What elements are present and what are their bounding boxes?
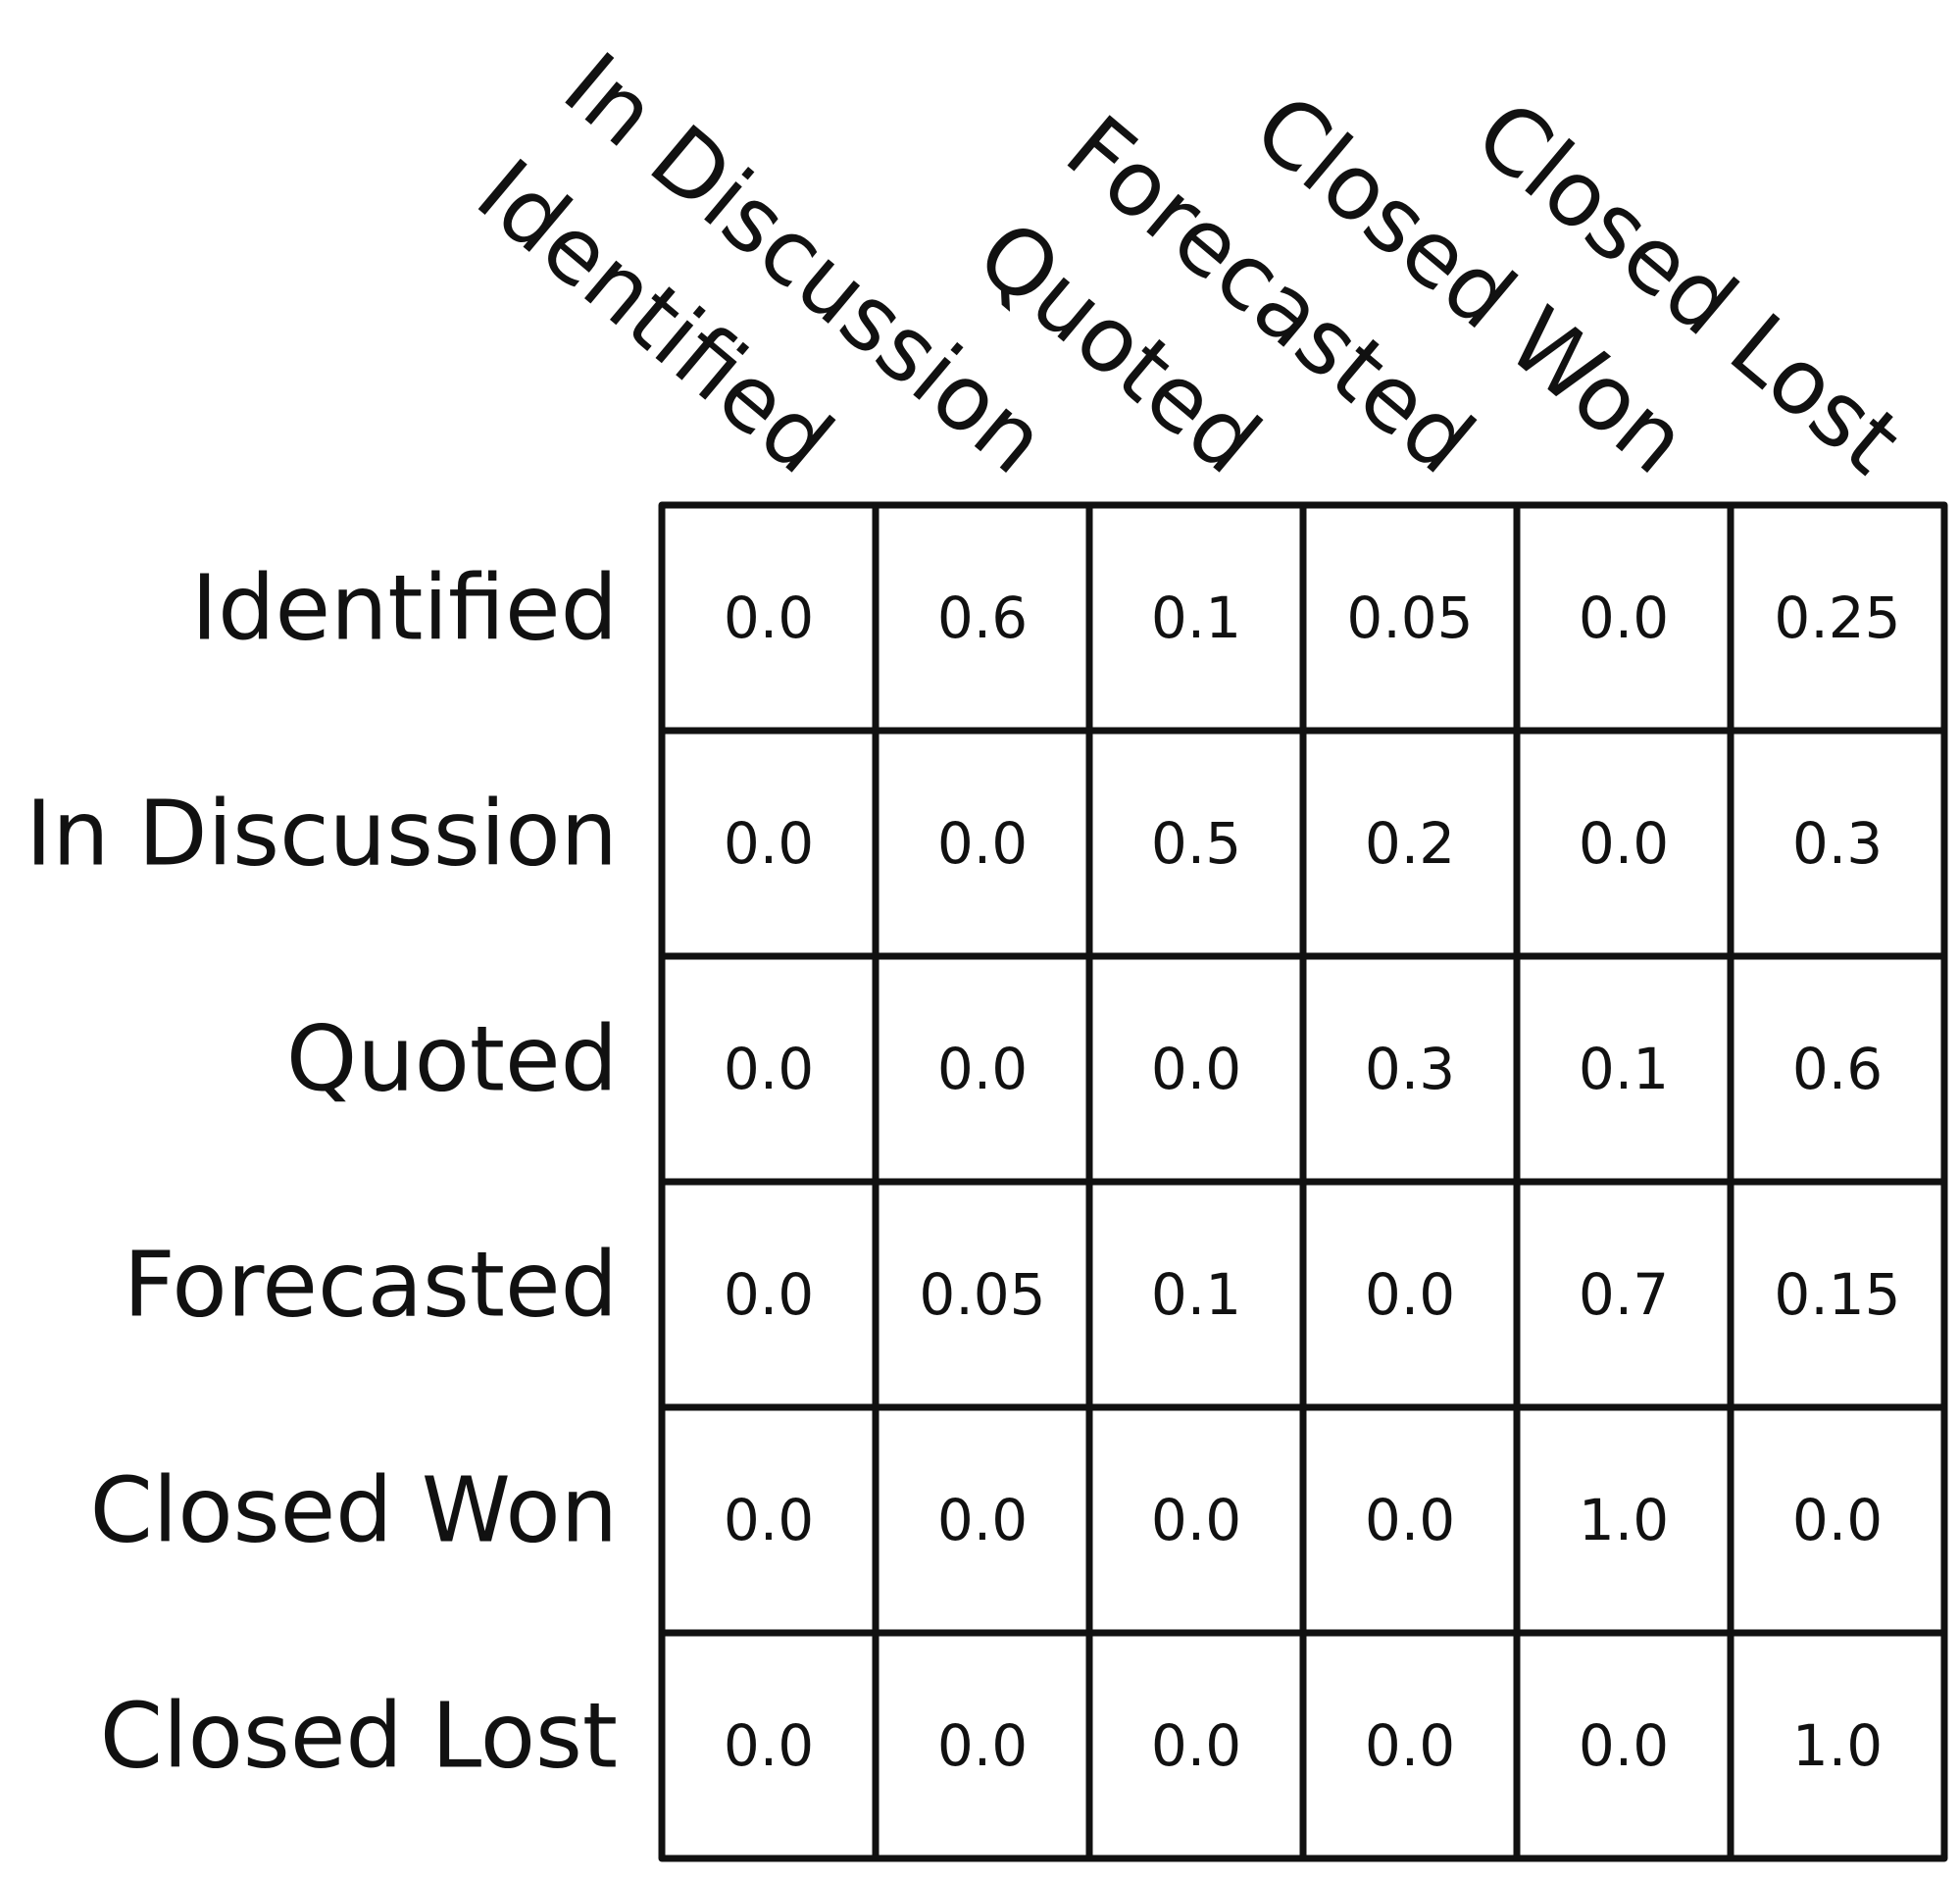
matrix-grid: [658, 501, 1948, 1862]
cell-value-in-discussion-to-identified: 0.0: [724, 810, 814, 877]
cell-value-quoted-to-closed-won: 0.1: [1579, 1036, 1669, 1102]
cell-value-quoted-to-in-discussion: 0.0: [937, 1036, 1028, 1102]
row-label-identified: Identified: [191, 556, 618, 661]
cell-value-closed-lost-to-closed-lost: 1.0: [1792, 1712, 1883, 1779]
cell-value-closed-won-to-quoted: 0.0: [1151, 1487, 1241, 1553]
cell-value-identified-to-forecasted: 0.05: [1346, 584, 1473, 651]
cell-value-closed-won-to-forecasted: 0.0: [1365, 1487, 1455, 1553]
cell-value-quoted-to-quoted: 0.0: [1151, 1036, 1241, 1102]
cell-value-closed-lost-to-identified: 0.0: [724, 1712, 814, 1779]
cell-value-in-discussion-to-closed-won: 0.0: [1579, 810, 1669, 877]
cell-value-identified-to-quoted: 0.1: [1151, 584, 1241, 651]
cell-value-forecasted-to-identified: 0.0: [724, 1261, 814, 1328]
cell-value-closed-won-to-closed-lost: 0.0: [1792, 1487, 1883, 1553]
row-label-closed-won: Closed Won: [90, 1458, 618, 1563]
cell-value-closed-won-to-identified: 0.0: [724, 1487, 814, 1553]
cell-values: 0.0 0.6 0.1 0.05 0.0 0.25 0.0 0.0 0.5 0.2 0.0 0.3 0.…: [724, 584, 1901, 1779]
cell-value-forecasted-to-closed-lost: 0.15: [1774, 1261, 1900, 1328]
cell-value-closed-lost-to-quoted: 0.0: [1151, 1712, 1241, 1779]
cell-value-closed-lost-to-in-discussion: 0.0: [937, 1712, 1028, 1779]
cell-value-closed-won-to-closed-won: 1.0: [1579, 1487, 1669, 1553]
row-label-quoted: Quoted: [286, 1007, 618, 1112]
cell-closed-lost-to-closed-lost: [1727, 1629, 1948, 1862]
cell-value-identified-to-identified: 0.0: [724, 584, 814, 651]
cell-value-forecasted-to-quoted: 0.1: [1151, 1261, 1241, 1328]
row-label-in-discussion: In Discussion: [25, 782, 618, 887]
cell-value-quoted-to-forecasted: 0.3: [1365, 1036, 1455, 1102]
cell-value-quoted-to-closed-lost: 0.6: [1792, 1036, 1883, 1102]
cell-value-in-discussion-to-forecasted: 0.2: [1365, 810, 1455, 877]
cell-value-forecasted-to-closed-won: 0.7: [1579, 1261, 1669, 1328]
row-labels: Identified In Discussion Quoted Forecasted C…: [25, 556, 618, 1789]
cell-value-identified-to-closed-won: 0.0: [1579, 584, 1669, 651]
cell-value-in-discussion-to-in-discussion: 0.0: [937, 810, 1028, 877]
cell-value-closed-won-to-in-discussion: 0.0: [937, 1487, 1028, 1553]
cell-value-identified-to-in-discussion: 0.6: [937, 584, 1028, 651]
cell-value-identified-to-closed-lost: 0.25: [1774, 584, 1900, 651]
cell-value-forecasted-to-forecasted: 0.0: [1365, 1261, 1455, 1328]
cell-value-closed-lost-to-closed-won: 0.0: [1579, 1712, 1669, 1779]
row-label-forecasted: Forecasted: [124, 1233, 618, 1338]
cell-value-in-discussion-to-quoted: 0.5: [1151, 810, 1241, 877]
cell-value-forecasted-to-in-discussion: 0.05: [919, 1261, 1045, 1328]
cell-value-closed-lost-to-forecasted: 0.0: [1365, 1712, 1455, 1779]
cell-value-quoted-to-identified: 0.0: [724, 1036, 814, 1102]
row-label-closed-lost: Closed Lost: [100, 1684, 618, 1789]
cell-value-in-discussion-to-closed-lost: 0.3: [1792, 810, 1883, 877]
